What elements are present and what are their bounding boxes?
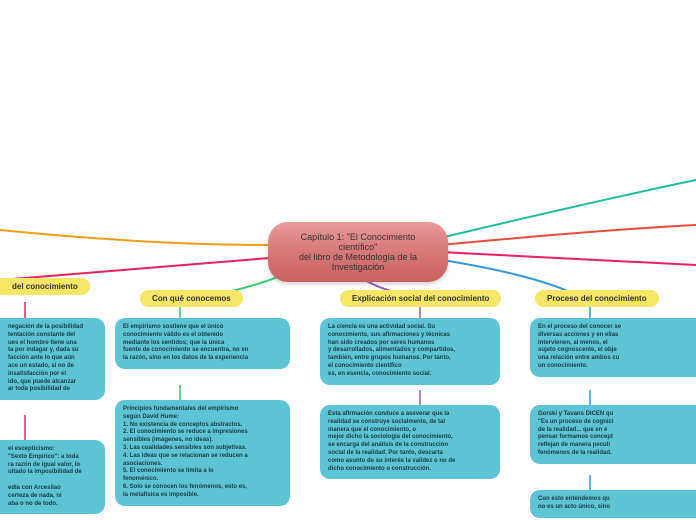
label-text: Con qué conocemos — [152, 294, 231, 303]
box-5: La ciencia es una actividad social. Su c… — [320, 318, 500, 385]
box-text: En el proceso del conocer se diversas ac… — [538, 324, 621, 369]
box-9: Con esto entendemos qu no es un acto úni… — [530, 490, 696, 518]
box-text: el escepticismo: "Sexto Empírico": a tod… — [8, 446, 82, 507]
box-text: negación de la posibilidad tentación con… — [8, 324, 83, 392]
label-text: Proceso del conocimiento — [547, 294, 647, 303]
box-6: Esta afirmación conduce a aseverar que l… — [320, 405, 500, 479]
box-7: En el proceso del conocer se diversas ac… — [530, 318, 696, 377]
branch-posibilidad: del conocimiento — [0, 278, 90, 295]
box-2: el escepticismo: "Sexto Empírico": a tod… — [0, 440, 105, 514]
label-text: Explicación social del conocimiento — [352, 294, 489, 303]
box-text: Gorski y Tavans DICEN qu "Es un proceso … — [538, 411, 614, 456]
branch-explicacion: Explicación social del conocimiento — [340, 290, 501, 307]
box-text: La ciencia es una actividad social. Su c… — [328, 324, 455, 377]
box-text: Esta afirmación conduce a aseverar que l… — [328, 411, 455, 472]
central-title: Capítulo 1: "El Conocimiento científico"… — [299, 232, 417, 272]
box-4: Principios fundamentales del empirismo s… — [115, 400, 290, 506]
box-text: Con esto entendemos qu no es un acto úni… — [538, 496, 610, 510]
box-1: negación de la posibilidad tentación con… — [0, 318, 105, 400]
branch-proceso: Proceso del conocimiento — [535, 290, 659, 307]
box-8: Gorski y Tavans DICEN qu "Es un proceso … — [530, 405, 696, 464]
box-3: El empirismo sostiene que el único conoc… — [115, 318, 290, 369]
box-text: El empirismo sostiene que el único conoc… — [123, 324, 248, 361]
central-node: Capítulo 1: "El Conocimiento científico"… — [268, 222, 448, 282]
branch-conque: Con qué conocemos — [140, 290, 243, 307]
label-text: del conocimiento — [12, 282, 78, 291]
box-text: Principios fundamentales del empirismo s… — [123, 406, 248, 498]
